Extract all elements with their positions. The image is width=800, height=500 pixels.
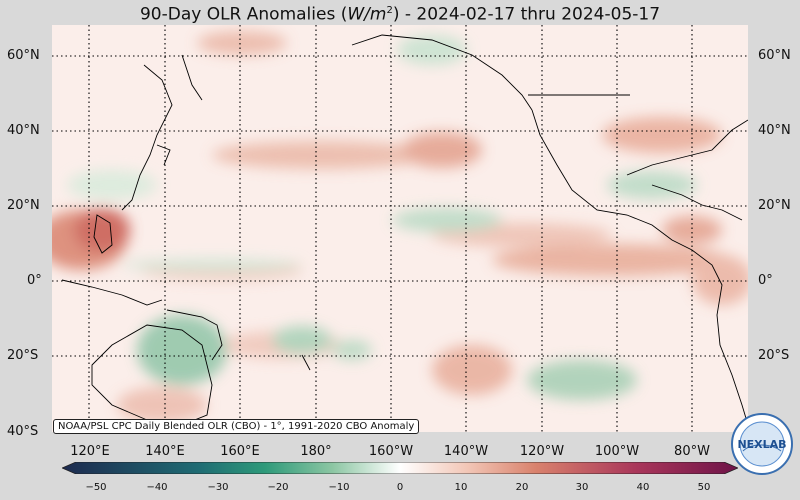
lat-label-right: 20°N xyxy=(758,198,791,213)
colorbar-tick: 0 xyxy=(396,482,404,493)
logo-text: NEXLAB xyxy=(737,438,786,451)
lon-label: 160°E xyxy=(220,444,260,459)
lon-label: 120°W xyxy=(519,444,565,459)
colorbar-tick: −30 xyxy=(207,482,229,493)
colorbar-tick: −20 xyxy=(267,482,289,493)
lon-label: 160°W xyxy=(368,444,414,459)
lon-label: 180° xyxy=(300,444,332,459)
colorbar-tick: −50 xyxy=(85,482,107,493)
lat-label-right: 0° xyxy=(758,273,773,288)
lon-label: 100°W xyxy=(594,444,640,459)
nexlab-logo: NEXLAB xyxy=(731,413,793,475)
colorbar-tick: −40 xyxy=(146,482,168,493)
lat-label-right: 40°N xyxy=(758,123,791,138)
olr-anomaly-map xyxy=(52,25,748,432)
colorbar-tick: 20 xyxy=(515,482,529,493)
lon-label: 140°E xyxy=(145,444,185,459)
lat-label-left: 20°N xyxy=(7,198,40,213)
colorbar-tick: 30 xyxy=(575,482,589,493)
colorbar xyxy=(62,462,738,474)
lat-label-left: 60°N xyxy=(7,48,40,63)
colorbar-tick: 40 xyxy=(636,482,650,493)
lon-label: 120°E xyxy=(70,444,110,459)
data-credit: NOAA/PSL CPC Daily Blended OLR (CBO) - 1… xyxy=(53,419,420,434)
map-fields xyxy=(52,25,748,432)
map-title: 90-Day OLR Anomalies (W/m2) - 2024-02-17… xyxy=(139,4,661,25)
lat-label-right: 20°S xyxy=(758,348,790,363)
colorbar-tick: 10 xyxy=(454,482,468,493)
lon-label: 140°W xyxy=(443,444,489,459)
colorbar-tick: 50 xyxy=(697,482,711,493)
lat-label-right: 60°N xyxy=(758,48,791,63)
lat-label-left: 0° xyxy=(27,273,42,288)
lat-label-left: 20°S xyxy=(7,348,39,363)
lat-label-left: 40°S xyxy=(7,424,39,439)
colorbar-tick: −10 xyxy=(328,482,350,493)
lat-label-left: 40°N xyxy=(7,123,40,138)
lon-label: 80°W xyxy=(674,444,710,459)
